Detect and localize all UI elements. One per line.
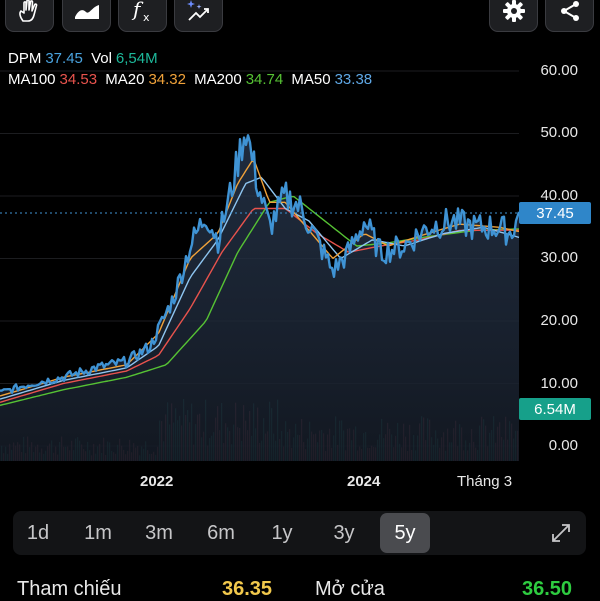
y-tick-10: 10.00 [540,375,578,392]
share-button[interactable] [545,0,594,32]
chart-type-button[interactable] [62,0,111,32]
y-tick-50: 50.00 [540,124,578,141]
settings-button[interactable] [489,0,538,32]
current-price-tag: 37.45 [519,202,591,224]
legend-row-1: DPM 37.45 Vol 6,54M [8,50,162,67]
legend-ma100-value: 34.53 [59,71,98,88]
tab-1d[interactable]: 1d [26,521,50,544]
dpm-price-line [0,134,521,394]
tab-5y[interactable]: 5y [380,513,430,553]
legend-dpm-label: DPM [8,50,42,67]
legend-ma200-label: MA200 [194,71,242,88]
tab-1y[interactable]: 1y [271,521,293,544]
x-tick-2024: 2024 [347,473,381,490]
sparkle-trend-icon [186,0,209,21]
share-icon [560,1,579,21]
ma50-line [0,176,520,400]
y-tick-20: 20.00 [540,312,578,329]
reference-label: Tham chiếu [17,578,122,600]
y-tick-60: 60.00 [540,62,578,79]
legend-ma20-label: MA20 [105,71,145,88]
reference-value: 36.35 [222,578,273,600]
tab-3m[interactable]: 3m [145,521,173,544]
open-value: 36.50 [522,578,573,600]
legend-ma100-label: MA100 [8,71,56,88]
ma200-line [0,195,520,407]
y-tick-0: 0.00 [548,437,578,454]
y-tick-30: 30.00 [540,249,578,266]
x-tick-month: Tháng 3 [457,473,513,490]
legend-row-2: MA100 34.53 MA20 34.32 MA200 34.74 MA50 33.3… [8,71,376,88]
legend-ma20-value: 34.32 [148,71,186,88]
area-chart-icon [74,5,99,19]
open-label: Mở cửa [315,578,385,600]
y-tick-40: 40.00 [540,187,578,204]
gear-icon [502,0,525,22]
legend-ma50-label: MA50 [291,71,331,88]
tab-1m[interactable]: 1m [84,521,112,544]
expand-button[interactable] [536,513,586,553]
hand-icon [18,0,37,22]
current-volume-tag: 6.54M [519,398,591,420]
legend-ma200-value: 34.74 [245,71,284,88]
draw-hand-button[interactable] [5,0,54,32]
svg-text:x: x [143,11,150,24]
magic-button[interactable] [174,0,223,32]
legend-ma50-value: 33.38 [334,71,373,88]
legend-dpm-value: 37.45 [45,50,83,67]
timeframe-tabs: 1d 1m 3m 6m 1y 3y 5y [13,511,586,555]
x-tick-2022: 2022 [140,473,174,490]
tab-6m[interactable]: 6m [207,521,235,544]
expand-icon [552,524,570,542]
price-area [0,135,519,462]
legend-vol-label: Vol [91,50,112,67]
price-chart[interactable] [0,40,600,470]
legend-vol-value: 6,54M [115,50,158,67]
tab-3y[interactable]: 3y [333,521,355,544]
